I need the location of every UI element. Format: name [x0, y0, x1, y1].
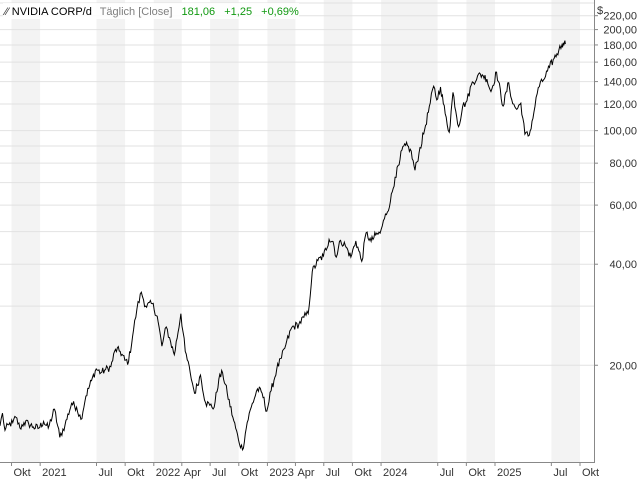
x-tick-label: 2021	[42, 467, 66, 479]
chart-header: ⁄⁄ NVIDIA CORP/d Täglich [Close] 181,06 …	[2, 3, 299, 19]
background-band	[0, 0, 12, 462]
x-tick-label: 2024	[383, 467, 407, 479]
background-band	[267, 0, 296, 462]
y-tick-label: 200,00	[603, 25, 637, 37]
x-tick-label: Apr	[297, 467, 314, 479]
change-abs: +1,25	[224, 6, 252, 18]
x-tick-label: Jul	[326, 467, 340, 479]
last-value: 181,06	[182, 6, 216, 18]
x-tick-label: Okt	[241, 467, 258, 479]
background-band	[579, 0, 594, 462]
y-tick-label: 120,00	[603, 99, 637, 111]
background-band	[381, 0, 438, 462]
price-line	[0, 40, 566, 452]
line-icon: ⁄⁄	[2, 6, 11, 18]
background-band	[11, 0, 41, 462]
y-tick-label: 100,00	[603, 126, 637, 138]
x-tick-label: Okt	[127, 467, 144, 479]
interval-label: Täglich [Close]	[100, 6, 173, 18]
x-tick-label: Okt	[354, 467, 371, 479]
background-band	[495, 0, 552, 462]
background-band	[210, 0, 239, 462]
x-tick-label: 2022	[156, 467, 180, 479]
change-pct: +0,69%	[261, 6, 299, 18]
x-tick-label: Jul	[99, 467, 113, 479]
background-band	[153, 0, 182, 462]
axes	[0, 0, 595, 463]
background-band	[295, 0, 324, 462]
y-tick-label: 80,00	[609, 158, 637, 170]
y-tick-label: 20,00	[609, 360, 637, 372]
background-bands	[0, 0, 594, 462]
x-tick-label: 2023	[269, 467, 293, 479]
x-axis-labels: Okt 2021 Jul Okt 2022 Apr Jul Okt 2023 Apr Jul Okt 2…	[11, 462, 599, 479]
y-tick-label: 60,00	[609, 200, 637, 212]
background-band	[352, 0, 382, 462]
y-tick-label: 160,00	[603, 57, 637, 69]
background-band	[40, 0, 97, 462]
x-tick-label: Okt	[14, 467, 31, 479]
x-tick-label: Jul	[553, 467, 567, 479]
background-band	[125, 0, 154, 462]
x-tick-label: 2025	[497, 467, 521, 479]
background-band	[551, 0, 580, 462]
currency-label: $	[597, 5, 603, 17]
y-axis-labels: 220,00 200,00 180,00 160,00 140,00 120,00 100,…	[594, 11, 637, 372]
x-tick-label: Okt	[582, 467, 599, 479]
x-tick-label: Okt	[468, 467, 485, 479]
svg-text:⁄⁄ NVIDIA CORP/d T: ⁄⁄ NVIDIA CORP/d Täglich [Close] 181,06 …	[2, 6, 299, 18]
background-band	[323, 0, 353, 462]
background-band	[96, 0, 126, 462]
chart-title: NVIDIA CORP/d	[12, 6, 92, 18]
x-tick-label: Jul	[440, 467, 454, 479]
y-tick-label: 220,00	[603, 11, 637, 23]
y-tick-label: 40,00	[609, 259, 637, 271]
y-tick-label: 180,00	[603, 40, 637, 52]
background-band	[466, 0, 495, 462]
y-tick-label: 140,00	[603, 77, 637, 89]
x-tick-label: Jul	[212, 467, 226, 479]
x-tick-label: Apr	[184, 467, 201, 479]
background-band	[238, 0, 268, 462]
background-band	[437, 0, 467, 462]
